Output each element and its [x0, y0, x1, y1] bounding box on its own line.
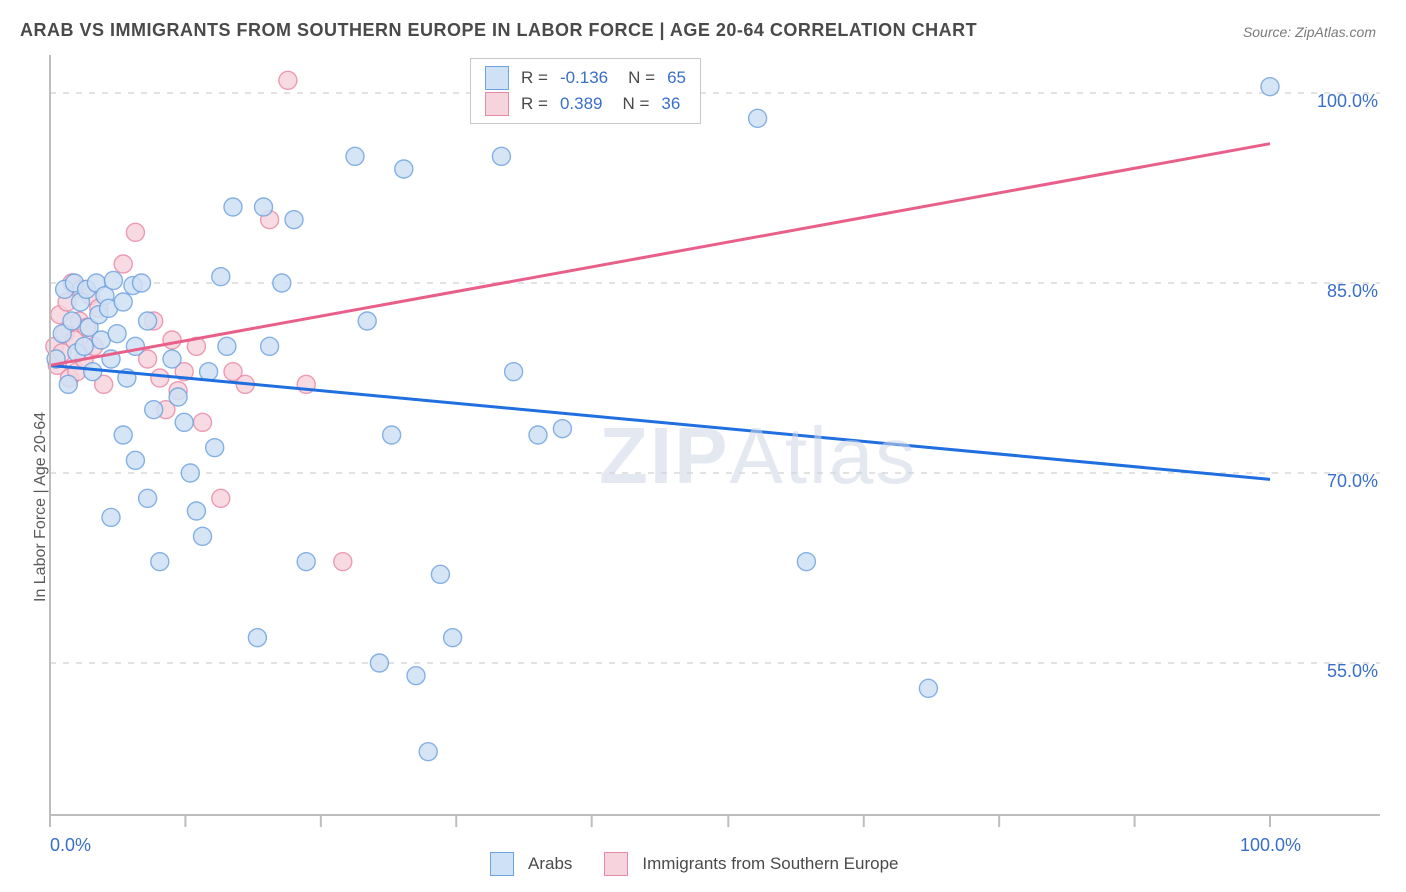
legend-swatch-pink [604, 852, 628, 876]
y-tick-label: 85.0% [1288, 281, 1378, 302]
legend-row-pink: R = 0.389 N = 36 [485, 91, 686, 117]
series-legend: Arabs Immigrants from Southern Europe [490, 852, 898, 876]
legend-n-value-pink: 36 [661, 94, 680, 114]
y-tick-label: 100.0% [1288, 91, 1378, 112]
x-tick-label: 0.0% [50, 835, 91, 856]
legend-n-label: N = [622, 94, 649, 114]
plot-svg [50, 55, 1380, 815]
legend-n-label: N = [628, 68, 655, 88]
legend-r-value-pink: 0.389 [560, 94, 603, 114]
legend-r-label: R = [521, 94, 548, 114]
correlation-legend: R = -0.136 N = 65 R = 0.389 N = 36 [470, 58, 701, 124]
legend-swatch-pink [485, 92, 509, 116]
y-tick-label: 70.0% [1288, 471, 1378, 492]
legend-r-value-blue: -0.136 [560, 68, 608, 88]
chart-title: ARAB VS IMMIGRANTS FROM SOUTHERN EUROPE … [20, 20, 977, 41]
scatter-plot: ZIPAtlas [50, 55, 1380, 815]
legend-r-label: R = [521, 68, 548, 88]
legend-swatch-blue [490, 852, 514, 876]
legend-swatch-blue [485, 66, 509, 90]
y-tick-label: 55.0% [1288, 661, 1378, 682]
legend-label-blue: Arabs [528, 854, 572, 874]
x-tick-label: 100.0% [1240, 835, 1301, 856]
legend-label-pink: Immigrants from Southern Europe [642, 854, 898, 874]
legend-row-blue: R = -0.136 N = 65 [485, 65, 686, 91]
source-label: Source: ZipAtlas.com [1243, 24, 1376, 40]
y-axis-label: In Labor Force | Age 20-64 [32, 412, 50, 602]
legend-n-value-blue: 65 [667, 68, 686, 88]
